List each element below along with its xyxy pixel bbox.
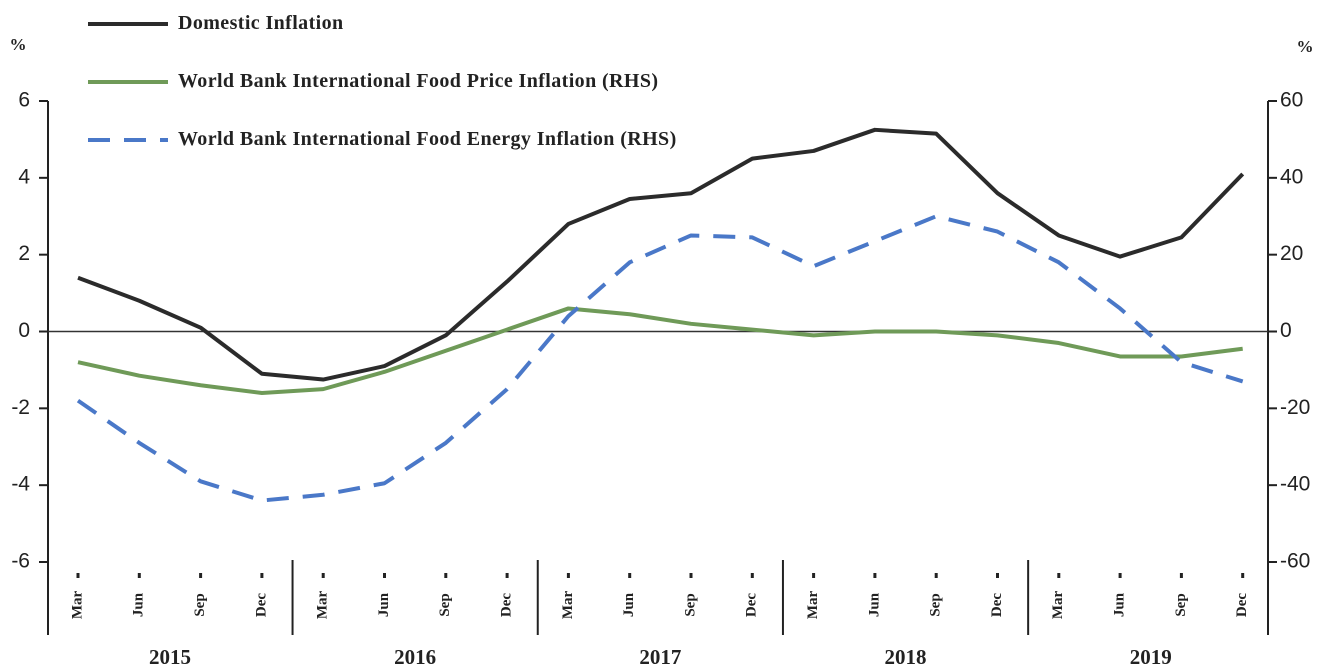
series-line [76, 214, 1244, 503]
series-line [77, 306, 1243, 395]
x-tick-label: Mar [560, 591, 576, 620]
x-tick-label: Jun [1112, 592, 1128, 617]
y-tick-label: -2 [11, 396, 30, 419]
y-tick-label: 0 [18, 319, 30, 342]
x-tick-label: Dec [1234, 593, 1250, 617]
x-tick-label: Mar [315, 591, 331, 620]
x-tick-label: Dec [989, 593, 1005, 617]
x-tick-label: Sep [682, 593, 698, 616]
x-tick-label: Mar [1050, 591, 1066, 620]
legend-label: World Bank International Food Price Infl… [178, 70, 659, 92]
y2-unit: % [1297, 37, 1314, 56]
x-tick-label: Jun [621, 592, 637, 617]
y-unit: % [10, 35, 27, 54]
y2-tick-label: -40 [1280, 473, 1310, 496]
series-line [77, 127, 1245, 382]
y2-tick-label: -60 [1280, 550, 1310, 573]
y-tick-label: 2 [18, 242, 30, 265]
year-label: 2017 [639, 645, 681, 669]
year-label: 2019 [1130, 645, 1172, 669]
x-tick-label: Dec [744, 593, 760, 617]
year-label: 2018 [885, 645, 927, 669]
y-tick-label: -6 [11, 550, 30, 573]
x-tick-label: Sep [437, 593, 453, 616]
x-tick-label: Dec [499, 593, 515, 617]
y-tick-label: -4 [11, 473, 30, 496]
x-tick-label: Jun [131, 592, 147, 617]
x-tick-label: Sep [1173, 593, 1189, 616]
y2-tick-label: -20 [1280, 396, 1310, 419]
x-tick-label: Sep [928, 593, 944, 616]
x-tick-label: Jun [866, 592, 882, 617]
x-tick-label: Dec [253, 593, 269, 617]
y2-tick-label: 0 [1280, 319, 1292, 342]
x-tick-label: Mar [69, 591, 85, 620]
legend-label: Domestic Inflation [178, 12, 344, 34]
y2-tick-label: 60 [1280, 89, 1303, 112]
x-tick-label: Sep [192, 593, 208, 616]
year-label: 2015 [149, 645, 191, 669]
legend-label: World Bank International Food Energy Inf… [178, 128, 677, 150]
year-label: 2016 [394, 645, 436, 669]
x-tick-label: Mar [805, 591, 821, 620]
y2-tick-label: 20 [1280, 242, 1303, 265]
y-tick-label: 4 [18, 165, 30, 188]
x-tick-label: Jun [376, 592, 392, 617]
y-tick-label: 6 [18, 89, 30, 112]
y2-tick-label: 40 [1280, 165, 1303, 188]
